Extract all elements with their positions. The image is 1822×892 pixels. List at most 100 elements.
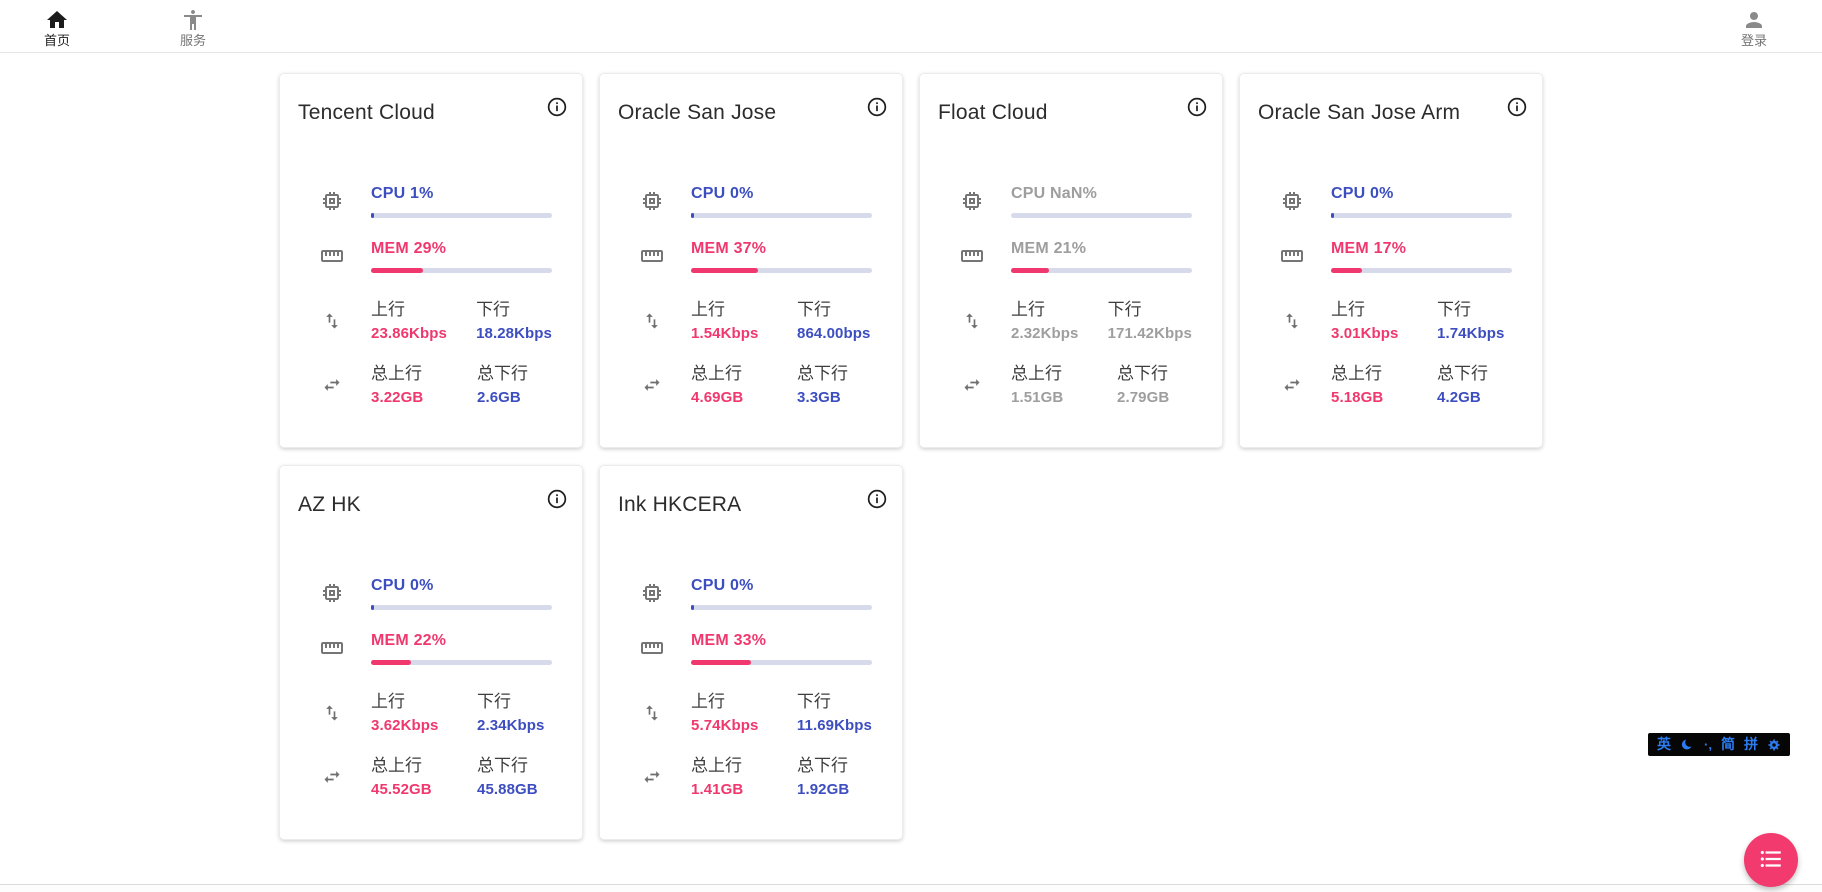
total-download-value: 4.2GB bbox=[1437, 389, 1481, 406]
total-row: 总上行 1.41GB 总下行 1.92GB bbox=[600, 755, 902, 799]
cpu-chip-icon bbox=[640, 189, 664, 213]
info-icon[interactable] bbox=[864, 486, 890, 515]
ime-pinyin-indicator[interactable]: 拼 bbox=[1744, 736, 1758, 752]
cpu-usage-label: CPU 0% bbox=[691, 577, 754, 594]
server-list-fab[interactable] bbox=[1744, 833, 1798, 887]
cpu-row: CPU 0% bbox=[1240, 184, 1542, 218]
total-download-value: 2.79GB bbox=[1117, 389, 1170, 406]
mem-row: MEM 29% bbox=[280, 239, 582, 273]
mem-progress-fill bbox=[691, 268, 758, 273]
mem-progress-fill bbox=[371, 268, 424, 273]
settings-gear-icon[interactable] bbox=[1767, 738, 1781, 752]
total-row: 总上行 1.51GB 总下行 2.79GB bbox=[920, 363, 1222, 407]
total-download-label: 总下行 bbox=[797, 756, 848, 775]
info-icon[interactable] bbox=[864, 94, 890, 123]
total-download-label: 总下行 bbox=[477, 364, 528, 383]
total-row: 总上行 3.22GB 总下行 2.6GB bbox=[280, 363, 582, 407]
accessibility-icon bbox=[181, 8, 205, 32]
card-header: AZ HK bbox=[280, 466, 582, 520]
mem-progress-track bbox=[691, 660, 872, 665]
memory-ruler-icon bbox=[640, 636, 664, 660]
cpu-progress-fill bbox=[371, 605, 375, 610]
card-header: Ink HKCERA bbox=[600, 466, 902, 520]
info-icon[interactable] bbox=[1184, 94, 1210, 123]
upload-label: 上行 bbox=[371, 300, 405, 319]
cpu-chip-icon bbox=[320, 581, 344, 605]
mem-row: MEM 17% bbox=[1240, 239, 1542, 273]
crescent-moon-icon[interactable] bbox=[1680, 737, 1695, 752]
download-label: 下行 bbox=[1437, 300, 1471, 319]
mem-progress-fill bbox=[1011, 268, 1049, 273]
server-card: Ink HKCERA CPU 0% bbox=[599, 465, 903, 840]
card-stats: CPU 0% MEM 17% bbox=[1240, 184, 1542, 407]
cpu-progress-track bbox=[371, 213, 552, 218]
swap-horizontal-icon bbox=[1280, 373, 1304, 397]
nav-item-label: 登录 bbox=[1740, 33, 1767, 48]
cpu-usage-label: CPU 0% bbox=[1331, 185, 1394, 202]
cpu-progress-track bbox=[371, 605, 552, 610]
upload-label: 上行 bbox=[1011, 300, 1045, 319]
cpu-progress-track bbox=[691, 213, 872, 218]
server-card: Oracle San Jose CPU 0% bbox=[599, 73, 903, 448]
total-upload-value: 1.41GB bbox=[691, 781, 744, 798]
swap-horizontal-icon bbox=[960, 373, 984, 397]
download-label: 下行 bbox=[1107, 300, 1142, 319]
cpu-row: CPU 0% bbox=[600, 184, 902, 218]
download-label: 下行 bbox=[796, 692, 831, 711]
download-value: 171.42Kbps bbox=[1107, 325, 1192, 342]
server-name: Oracle San Jose bbox=[618, 101, 777, 124]
swap-horizontal-icon bbox=[640, 765, 664, 789]
cpu-progress-fill bbox=[371, 213, 375, 218]
nav-item-label: 服务 bbox=[179, 33, 206, 48]
speed-row: 上行 3.01Kbps 下行 1.74Kbps bbox=[1240, 299, 1542, 343]
ime-punctuation-indicator[interactable]: ·, bbox=[1704, 737, 1712, 752]
up-down-arrows-icon bbox=[320, 701, 344, 725]
info-icon[interactable] bbox=[544, 486, 570, 515]
download-value: 18.28Kbps bbox=[476, 325, 552, 342]
upload-label: 上行 bbox=[691, 692, 725, 711]
nav-item-login[interactable]: 登录 bbox=[1730, 4, 1778, 48]
cpu-row: CPU 1% bbox=[280, 184, 582, 218]
mem-progress-track bbox=[691, 268, 872, 273]
total-download-value: 3.3GB bbox=[797, 389, 841, 406]
up-down-arrows-icon bbox=[1280, 309, 1304, 333]
card-stats: CPU 0% MEM 22% bbox=[280, 576, 582, 799]
ime-simplified-indicator[interactable]: 简 bbox=[1721, 736, 1735, 752]
server-card: Oracle San Jose Arm CPU 0% bbox=[1239, 73, 1543, 448]
ime-status-bar[interactable]: 英 ·, 简 拼 bbox=[1648, 733, 1790, 756]
cpu-usage-label: CPU 0% bbox=[371, 577, 434, 594]
speed-row: 上行 23.86Kbps 下行 18.28Kbps bbox=[280, 299, 582, 343]
nav-item-home[interactable]: 首页 bbox=[33, 4, 81, 48]
info-icon[interactable] bbox=[1504, 94, 1530, 123]
cpu-chip-icon bbox=[320, 189, 344, 213]
upload-value: 2.32Kbps bbox=[1011, 325, 1079, 342]
download-label: 下行 bbox=[476, 300, 511, 319]
mem-progress-fill bbox=[1331, 268, 1362, 273]
mem-progress-fill bbox=[691, 660, 751, 665]
mem-progress-track bbox=[1011, 268, 1192, 273]
list-icon bbox=[1758, 846, 1784, 875]
cpu-chip-icon bbox=[1280, 189, 1304, 213]
total-upload-value: 1.51GB bbox=[1011, 389, 1064, 406]
total-upload-label: 总上行 bbox=[1331, 364, 1382, 383]
info-icon[interactable] bbox=[544, 94, 570, 123]
mem-row: MEM 22% bbox=[280, 631, 582, 665]
cpu-progress-track bbox=[691, 605, 872, 610]
memory-ruler-icon bbox=[320, 244, 344, 268]
up-down-arrows-icon bbox=[960, 309, 984, 333]
cpu-progress-track bbox=[1011, 213, 1192, 218]
cpu-row: CPU 0% bbox=[280, 576, 582, 610]
mem-usage-label: MEM 21% bbox=[1011, 240, 1087, 257]
upload-label: 上行 bbox=[1331, 300, 1365, 319]
nav-item-services[interactable]: 服务 bbox=[169, 4, 217, 48]
download-value: 1.74Kbps bbox=[1437, 325, 1505, 342]
card-header: Tencent Cloud bbox=[280, 74, 582, 128]
ime-language-indicator[interactable]: 英 bbox=[1657, 736, 1672, 752]
mem-row: MEM 21% bbox=[920, 239, 1222, 273]
download-label: 下行 bbox=[477, 692, 511, 711]
upload-label: 上行 bbox=[691, 300, 725, 319]
upload-value: 3.01Kbps bbox=[1331, 325, 1399, 342]
cpu-usage-label: CPU 1% bbox=[371, 185, 434, 202]
total-upload-value: 4.69GB bbox=[691, 389, 744, 406]
